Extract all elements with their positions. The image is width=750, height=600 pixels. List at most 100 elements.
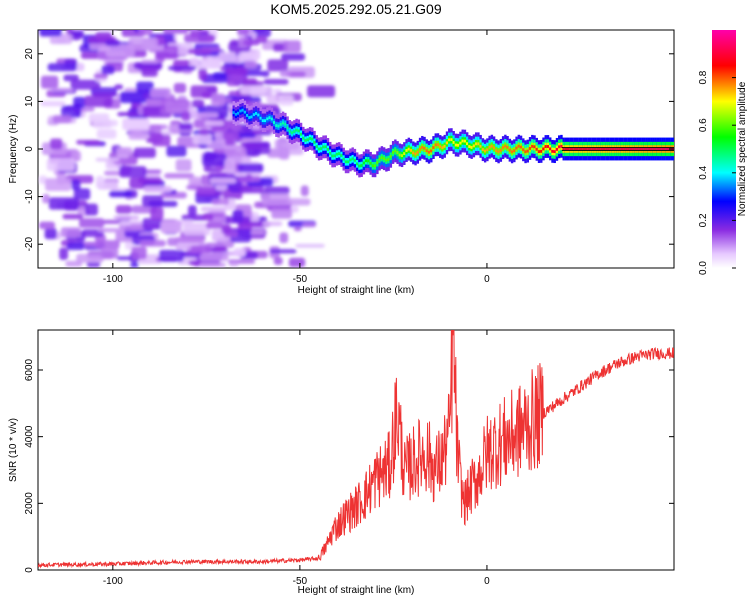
heatmap-ridge-cell [459,141,462,145]
heatmap-noise-cell [48,197,79,210]
heatmap-ridge-cell [602,147,606,151]
heatmap-noise-cell [190,245,212,254]
heatmap-ridge-cell [519,145,523,149]
heatmap-ridge-cell [425,149,428,153]
heatmap-noise-cell [148,200,178,207]
heatmap-ridge-cell [625,147,628,151]
y-tick-label: 10 [24,95,35,107]
heatmap-ridge-cell [569,147,572,151]
heatmap-noise-cell [178,122,193,131]
heatmap-ridge-cell [501,146,505,150]
heatmap-noise-cell [79,218,105,228]
heatmap-ridge-cell [234,112,238,116]
heatmap-ridge-cell [535,147,538,151]
heatmap-ridge-cell [369,161,372,165]
heatmap-noise-cell [187,48,212,55]
heatmap-ridge-cell [582,147,586,151]
heatmap-ridge-cell [270,117,274,121]
heatmap-noise-cell [279,147,290,160]
heatmap-noise-cell [139,240,166,247]
heatmap-noise-cell [295,243,325,248]
heatmap-ridge-cell [555,147,559,151]
heatmap-ridge-cell [650,147,653,151]
heatmap-noise-cell [211,198,230,205]
heatmap-noise-cell [163,30,189,34]
heatmap-ridge-cell [421,145,424,149]
heatmap-ridge-cell [465,142,469,146]
heatmap-noise-cell [70,79,101,90]
heatmap-ridge-cell [593,147,597,151]
heatmap-noise-cell [73,188,91,200]
heatmap-noise-cell [202,213,214,221]
heatmap-noise-cell [181,111,191,122]
snr-x-label: Height of straight line (km) [298,585,415,596]
heatmap-noise-cell [44,228,57,240]
chart-title: KOM5.2025.292.05.21.G09 [270,1,441,17]
heatmap-noise-cell [116,147,133,156]
heatmap-ridge-cell [560,144,563,148]
heatmap-ridge-cell [483,149,487,153]
heatmap-noise-cell [128,128,149,140]
heatmap-noise-cell [225,68,248,75]
heatmap-ridge-cell [246,114,249,117]
heatmap-ridge-cell [567,147,570,151]
heatmap-ridge-cell [632,147,635,151]
heatmap-noise-cell [209,178,237,184]
heatmap-noise-cell [93,73,109,79]
heatmap-noise-cell [95,240,120,249]
heatmap-noise-cell [148,132,164,143]
heatmap-noise-cell [272,88,282,94]
y-tick-label: -10 [24,189,35,204]
heatmap-ridge-cell [416,150,420,154]
heatmap-noise-cell [73,30,96,31]
heatmap-noise-cell [224,158,236,173]
heatmap-ridge-cell [479,144,482,148]
heatmap-ridge-cell [600,147,604,151]
y-tick-label: 4000 [24,425,35,448]
heatmap-ridge-cell [481,148,485,152]
heatmap-ridge-cell [281,121,285,125]
heatmap-ridge-cell [317,147,321,151]
heatmap-ridge-cell [391,151,395,154]
heatmap-noise-cell [164,173,195,179]
heatmap-noise-cell [46,158,75,171]
heatmap-ridge-cell [284,122,287,126]
heatmap-ridge-cell [513,149,516,153]
heatmap-ridge-cell [306,138,310,142]
heatmap-ridge-cell [463,139,467,143]
heatmap-ridge-cell [239,109,242,113]
heatmap-ridge-cell [320,147,323,150]
heatmap-ridge-cell [659,147,662,151]
snr-line [38,330,674,569]
snr-y-ticks: 0 2000 4000 6000 [24,358,674,573]
heatmap-noise-cell [129,177,148,189]
heatmap-noise-cell [271,208,293,219]
heatmap-ridge-cell [367,159,370,163]
heatmap-ridge-cell [288,129,292,133]
heatmap-ridge-cell [522,148,525,152]
heatmap-noise-cell [122,118,150,131]
heatmap-noise-cell [116,256,134,261]
heatmap-noise-cell [244,60,258,69]
heatmap-ridge-cell [616,147,619,151]
heatmap-noise-cell [188,205,197,217]
heatmap-noise-cell [261,70,270,77]
heatmap-noise-cell [138,30,153,36]
heatmap-noise-cell [273,257,283,265]
heatmap-noise-cell [73,96,86,109]
heatmap-ridge-cell [627,147,631,151]
heatmap-ridge-cell [241,108,244,112]
heatmap-noise-cell [136,81,154,94]
heatmap-noise-cell [40,100,66,107]
heatmap-ridge-cell [266,117,269,121]
heatmap-ridge-cell [528,147,532,150]
heatmap-ridge-cell [378,157,381,161]
heatmap-ridge-cell [571,147,574,151]
heatmap-noise-cell [102,219,123,224]
heatmap-ridge-cell [237,111,240,115]
colorbar: 0.0 0.2 0.4 0.6 0.8 Normalized spectral ampl… [698,30,748,275]
heatmap-ridge-cell [351,157,354,161]
heatmap-ridge-cell [254,112,258,115]
heatmap-ridge-cell [293,130,296,133]
heatmap-ridge-cell [373,164,377,168]
